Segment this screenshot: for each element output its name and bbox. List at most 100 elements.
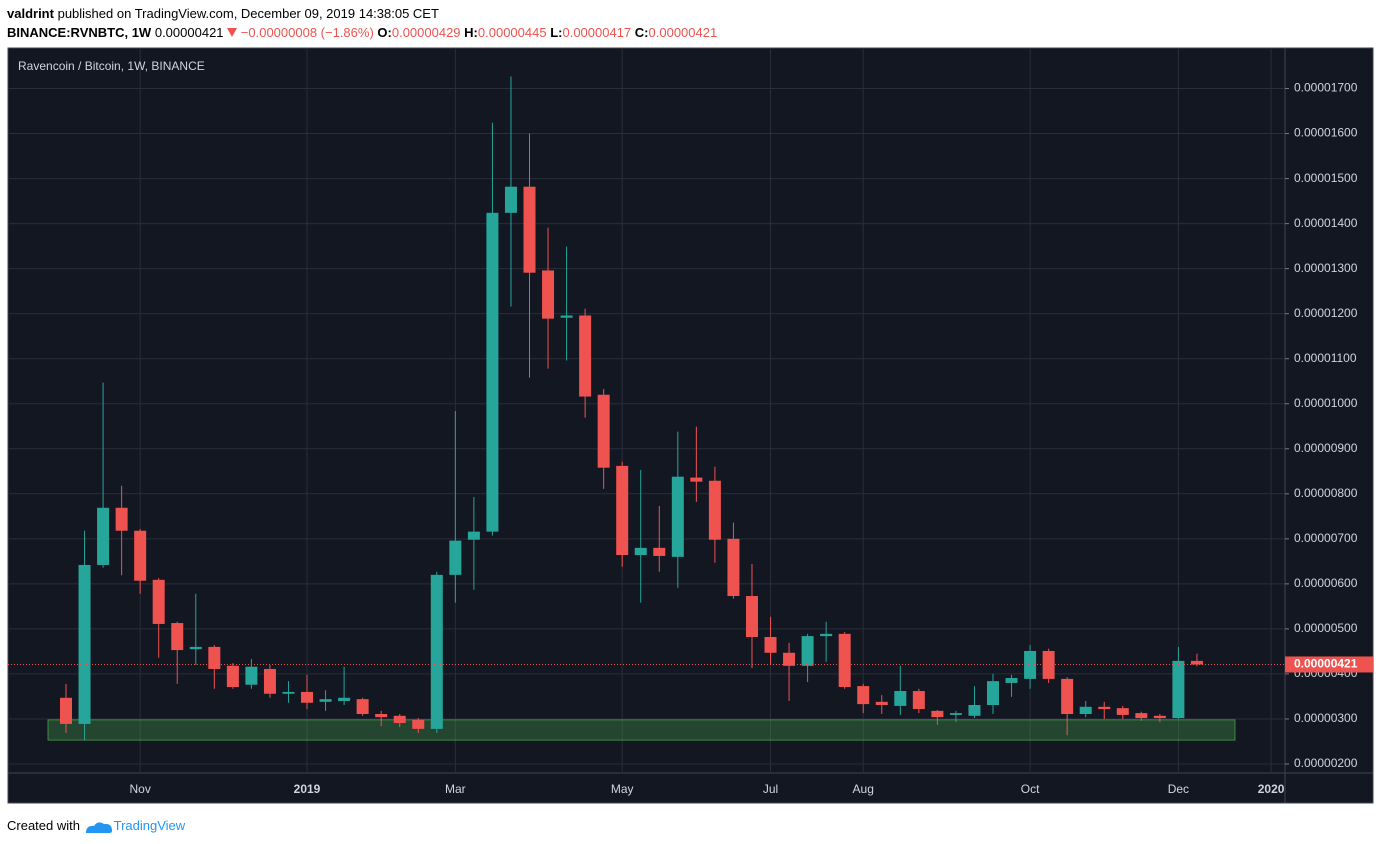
h-value: 0.00000445 — [477, 25, 547, 40]
chart-bg — [7, 47, 1374, 804]
candle-body — [894, 691, 907, 706]
candle-body — [690, 477, 703, 482]
candle-body — [912, 691, 925, 710]
price-label: 0.00000421 — [1294, 657, 1358, 671]
candle-body — [1116, 708, 1129, 715]
candle-body — [78, 564, 91, 724]
brand[interactable]: TradingView — [113, 818, 186, 833]
candle-body — [1153, 715, 1166, 719]
candle-body — [968, 705, 981, 716]
y-tick-label: 0.00000800 — [1294, 486, 1358, 500]
y-tick-label: 0.00001700 — [1294, 81, 1358, 95]
candle-body — [708, 480, 721, 540]
y-tick-label: 0.00000200 — [1294, 756, 1358, 770]
grid — [8, 48, 1285, 773]
x-tick-label: Jul — [763, 782, 778, 796]
y-tick-label: 0.00001400 — [1294, 216, 1358, 230]
logo — [85, 821, 112, 833]
change: −0.00000008 (−1.86%) — [240, 25, 374, 40]
candle-body — [671, 476, 684, 557]
down-arrow — [227, 28, 238, 37]
x-tick-label: 2020 — [1258, 782, 1285, 796]
candle-body — [60, 697, 72, 724]
candle-body — [727, 538, 740, 597]
candle-body — [189, 646, 202, 650]
y-tick-label: 0.00000900 — [1294, 441, 1358, 455]
y-tick-label: 0.00000700 — [1294, 531, 1358, 545]
candle-body — [579, 315, 592, 397]
publish-line: valdrint published on TradingView.com, D… — [7, 6, 439, 21]
candle-body — [801, 636, 814, 666]
h-label: H: — [464, 25, 478, 40]
candle-body — [616, 465, 629, 556]
chart-title: Ravencoin / Bitcoin, 1W, BINANCE — [18, 59, 205, 73]
x-tick-label: Nov — [129, 782, 150, 796]
candle-body — [542, 270, 555, 319]
candle-body — [1079, 706, 1092, 715]
published: published on TradingView.com, December 0… — [57, 6, 439, 21]
l-label: L: — [550, 25, 563, 40]
candle-body — [560, 315, 573, 318]
candle-body — [245, 666, 258, 685]
candle-body — [875, 701, 888, 706]
candle-body — [1005, 677, 1018, 683]
candle-body — [319, 699, 332, 702]
candle-body — [115, 507, 128, 531]
y-tick-label: 0.00000500 — [1294, 621, 1358, 635]
candle-body — [1135, 713, 1148, 719]
x-tick-label: Oct — [1021, 782, 1040, 796]
y-tick-label: 0.00000300 — [1294, 711, 1358, 725]
candle-body — [301, 691, 314, 703]
x-tick-label: Dec — [1168, 782, 1189, 796]
candle-body — [653, 547, 666, 556]
candle-body — [634, 547, 647, 556]
candle-body — [134, 530, 147, 581]
support-zone — [47, 719, 1236, 741]
candle-body — [504, 186, 517, 213]
last: 0.00000421 — [154, 25, 224, 40]
candle-body — [1061, 678, 1074, 715]
y-tick-label: 0.00001600 — [1294, 126, 1358, 140]
candle-body — [1190, 660, 1203, 665]
candle-body — [467, 531, 480, 540]
candle-body — [857, 686, 870, 705]
author[interactable]: valdrint — [7, 6, 54, 21]
candle-body — [97, 507, 110, 565]
candle-body — [263, 668, 276, 694]
x-tick-label: Aug — [853, 782, 874, 796]
candle-body — [783, 652, 796, 666]
y-tick-label: 0.00001500 — [1294, 171, 1358, 185]
price-label-bg — [1285, 656, 1373, 673]
c-value: 0.00000421 — [648, 25, 718, 40]
symbol-line: BINANCE:RVNBTC, 1W 0.00000421 −0.0000000… — [7, 25, 717, 40]
footer: Created with TradingView — [7, 818, 185, 835]
created: Created with — [7, 818, 80, 833]
y-tick-label: 0.00000600 — [1294, 576, 1358, 590]
candle-body — [1172, 660, 1185, 719]
candle-body — [597, 394, 610, 468]
c-label: C: — [634, 25, 649, 40]
candle-body — [338, 697, 351, 701]
l-value: 0.00000417 — [562, 25, 632, 40]
candle-body — [1098, 706, 1111, 710]
symbol: BINANCE:RVNBTC, 1W — [7, 25, 152, 40]
candle-body — [171, 623, 184, 651]
candle-body — [523, 186, 536, 273]
candle-body — [949, 713, 962, 715]
candle-body — [393, 715, 406, 724]
y-tick-label: 0.00001200 — [1294, 306, 1358, 320]
candle-body — [282, 691, 295, 694]
candle-body — [838, 633, 851, 687]
candle-body — [208, 646, 221, 669]
y-tick-label: 0.00001300 — [1294, 261, 1358, 275]
x-tick-label: May — [611, 782, 634, 796]
y-tick-label: 0.00001100 — [1294, 351, 1357, 365]
candle-body — [1042, 650, 1055, 679]
candle-body — [449, 540, 462, 575]
candle-body — [1024, 650, 1037, 679]
y-tick-label: 0.00001000 — [1294, 396, 1358, 410]
candle-body — [486, 212, 499, 532]
o-value: 0.00000429 — [391, 25, 461, 40]
candle-body — [430, 574, 443, 729]
